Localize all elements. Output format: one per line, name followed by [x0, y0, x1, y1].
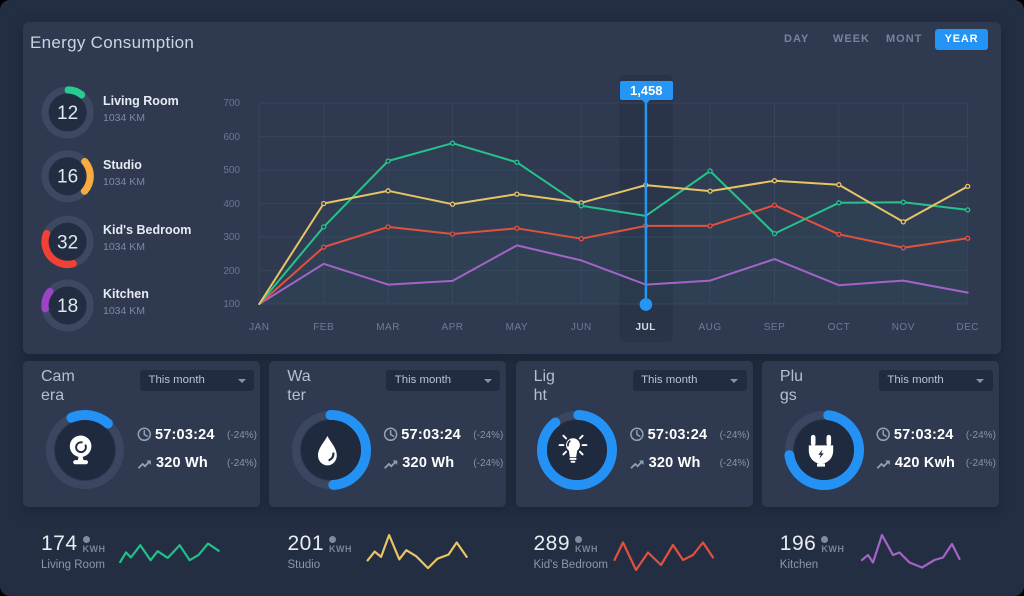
svg-text:18: 18: [57, 296, 78, 317]
svg-text:16: 16: [57, 167, 78, 188]
svg-text:32: 32: [57, 232, 78, 253]
svg-text:12: 12: [57, 103, 78, 124]
